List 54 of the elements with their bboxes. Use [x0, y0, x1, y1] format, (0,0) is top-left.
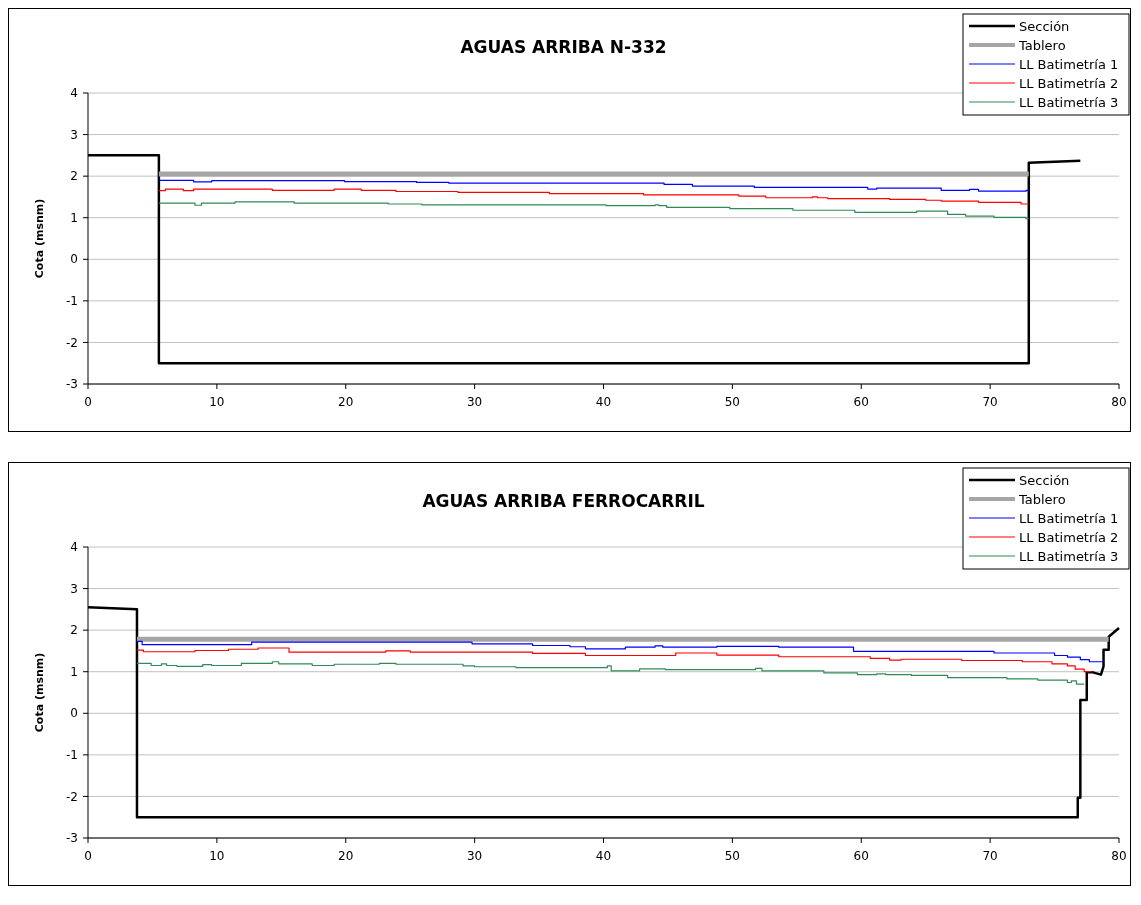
x-tick-label: 0: [84, 395, 92, 409]
y-tick-label: 3: [70, 127, 78, 142]
x-tick-label: 30: [466, 395, 483, 409]
x-tick-label: 30: [466, 849, 483, 863]
x-tick-label: 70: [982, 395, 998, 409]
y-tick-label: -1: [66, 748, 78, 763]
x-tick-label: 70: [982, 849, 998, 863]
legend-label: LL Batimetría 2: [1019, 75, 1119, 91]
legend-label: LL Batimetría 1: [1019, 510, 1119, 526]
legend-label: Sección: [1019, 472, 1070, 488]
x-tick-label: 50: [724, 849, 741, 863]
legend-label: LL Batimetría 3: [1019, 548, 1119, 564]
x-tick-label: 60: [853, 849, 869, 863]
line-series: [136, 640, 1105, 663]
x-tick-label: 10: [209, 849, 225, 863]
y-tick-label: 1: [70, 210, 78, 225]
x-tick-label: 20: [338, 849, 354, 863]
y-tick-label: 3: [70, 581, 78, 596]
line-series: [158, 188, 1030, 205]
legend-label: Sección: [1019, 18, 1070, 34]
y-tick-label: 0: [70, 706, 78, 721]
line-series: [158, 201, 1030, 220]
chart-title: AGUAS ARRIBA N-332: [460, 37, 667, 57]
x-tick-label: 80: [1111, 849, 1127, 863]
x-tick-label: 60: [853, 395, 869, 409]
y-tick-label: 4: [70, 86, 78, 101]
y-tick-label: 2: [70, 169, 78, 184]
y-axis-title: Cota (msnm): [33, 198, 46, 279]
x-tick-label: 0: [84, 849, 92, 863]
y-tick-label: -3: [66, 831, 78, 846]
y-tick-label: 4: [70, 540, 78, 555]
line-series: [136, 647, 1093, 673]
y-tick-label: 0: [70, 252, 78, 267]
y-tick-label: 1: [70, 664, 78, 679]
x-tick-label: 80: [1111, 395, 1127, 409]
y-tick-label: -2: [66, 789, 78, 804]
x-tick-label: 40: [595, 849, 612, 863]
chart-title: AGUAS ARRIBA FERROCARRIL: [422, 491, 705, 511]
y-tick-label: -1: [66, 294, 78, 309]
line-series: [158, 179, 1030, 192]
x-tick-label: 20: [338, 395, 354, 409]
line-series: [136, 661, 1085, 685]
y-axis-title: Cota (msnm): [33, 652, 46, 733]
legend-label: LL Batimetría 3: [1019, 94, 1119, 110]
x-tick-label: 40: [595, 395, 612, 409]
y-tick-label: -3: [66, 377, 78, 392]
x-tick-label: 10: [209, 395, 225, 409]
legend-label: LL Batimetría 2: [1019, 529, 1119, 545]
y-tick-label: -2: [66, 335, 78, 350]
y-tick-label: 2: [70, 623, 78, 638]
x-tick-label: 50: [724, 395, 741, 409]
legend-label: Tablero: [1018, 491, 1066, 507]
legend-label: Tablero: [1018, 37, 1066, 53]
legend-label: LL Batimetría 1: [1019, 56, 1119, 72]
